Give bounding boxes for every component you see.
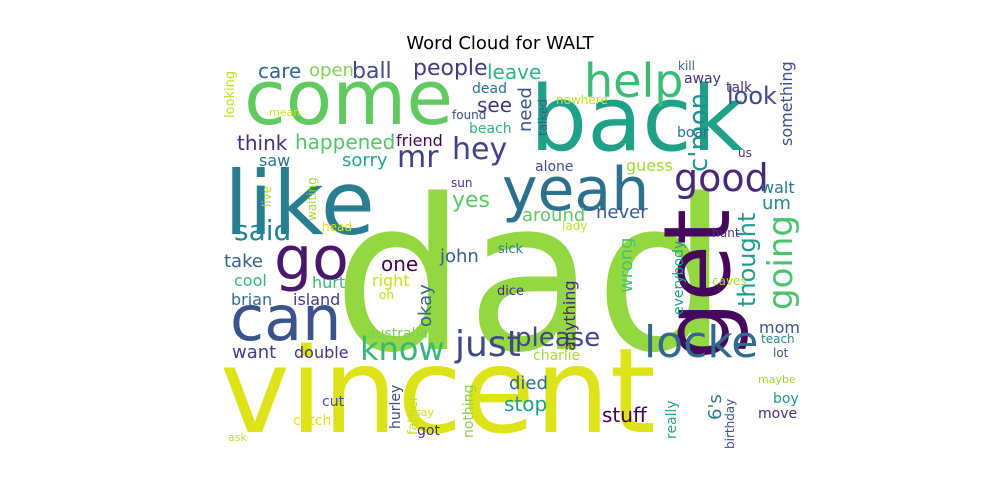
word-really-label: really — [664, 400, 680, 440]
word-sick-label: sick — [498, 242, 524, 257]
word-nowhere-label: nowhere — [556, 93, 608, 107]
word-vincent-label: vincent — [220, 322, 656, 450]
word-help-label: help — [584, 57, 684, 108]
word-say-label: say — [415, 406, 434, 419]
word-stuff-label: stuff — [602, 403, 647, 427]
word-said-label: said — [234, 214, 292, 247]
word-mom-label: mom — [759, 318, 800, 337]
word-live-label: live — [260, 185, 274, 207]
word-yes-label: yes — [452, 188, 491, 213]
word-sorry-label: sorry — [342, 150, 388, 171]
word-talked-label: talked — [536, 98, 550, 136]
word-brian-label: brian — [231, 290, 273, 309]
word-head-label: head — [322, 220, 352, 234]
word-locke-label: locke — [644, 317, 759, 368]
word-mr-label: mr — [397, 140, 439, 175]
word-come-label: come — [244, 57, 454, 142]
word-boar-label: boar — [677, 125, 709, 141]
word-us-label: us — [738, 146, 752, 160]
word-ball-label: ball — [352, 59, 392, 84]
word-leave-label: leave — [487, 60, 542, 84]
word-back-label: back — [530, 67, 744, 172]
word-oh-label: oh — [379, 288, 394, 302]
word-sun-label: sun — [451, 176, 473, 190]
word-friend-label: friend — [396, 131, 443, 150]
word-like-label: like — [224, 152, 375, 255]
word-dice-label: dice — [497, 284, 525, 299]
word-ask-label: ask — [228, 431, 247, 444]
word-care-label: care — [258, 59, 302, 83]
chart-title: Word Cloud for WALT — [406, 33, 594, 54]
word-think-label: think — [237, 131, 288, 155]
word-anything-label: anything — [560, 280, 579, 352]
word-hunt-label: hunt — [712, 226, 740, 240]
word-yeah-label: yeah — [502, 155, 650, 225]
word-lady-label: lady — [562, 219, 588, 233]
word-move-label: move — [758, 406, 798, 422]
word-got-label: got — [417, 423, 440, 439]
word-good-label: good — [674, 156, 769, 200]
word-wrong-label: wrong — [616, 237, 637, 293]
word-dead-label: dead — [472, 81, 507, 97]
word-waiting-label: waiting — [305, 177, 319, 222]
word-away-label: away — [684, 71, 721, 87]
word-people-label: people — [413, 57, 488, 81]
word-just-label: just — [455, 324, 521, 365]
word-one-label: one — [381, 252, 419, 276]
word-see-label: see — [477, 93, 513, 117]
word-found-label: found — [452, 108, 487, 122]
word-never-label: never — [596, 202, 648, 223]
word-please-label: please — [515, 323, 601, 353]
word-hurley-label: hurley — [388, 384, 404, 430]
word-australia-label: australia — [367, 326, 428, 342]
word-saw-label: saw — [259, 151, 291, 170]
word-john-label: john — [440, 246, 479, 267]
word-walt-label: walt — [761, 178, 795, 197]
word-kill-label: kill — [678, 59, 695, 73]
word-maybe-label: maybe — [758, 373, 796, 386]
word-guess-label: guess — [626, 156, 673, 175]
word-talk-label: talk — [726, 80, 753, 96]
word-teach-label: teach — [761, 332, 795, 346]
word-go-label: go — [274, 224, 349, 294]
word-island-label: island — [293, 290, 341, 309]
word-cool-label: cool — [234, 271, 267, 290]
word-beach-label: beach — [469, 121, 512, 137]
word-hurt-label: hurt — [312, 273, 346, 292]
word-mean-label: mean — [269, 106, 301, 119]
word-dad-label: dad — [333, 154, 729, 399]
word-want-label: want — [232, 342, 277, 363]
word-hey-label: hey — [452, 132, 508, 167]
word-open-label: open — [309, 60, 354, 81]
word-stop-label: stop — [504, 392, 548, 416]
word-right-label: right — [372, 271, 410, 290]
word-birthday-label: birthday — [723, 398, 737, 449]
word-okay-label: okay — [415, 283, 436, 327]
word-cut-label: cut — [322, 394, 345, 410]
word-take-label: take — [224, 251, 263, 272]
word-around-label: around — [522, 205, 586, 226]
word-going-label: going — [761, 215, 800, 311]
word-lot-label: lot — [773, 346, 789, 360]
word-cloud: dad vincent come back like yeah get can go help lo… — [212, 57, 800, 450]
word-boy-label: boy — [773, 391, 799, 407]
word-died-label: died — [509, 373, 548, 394]
word-happened-label: happened — [295, 130, 396, 154]
word-can-label: can — [230, 282, 342, 355]
word-looking-label: looking — [223, 71, 238, 119]
word-know-label: know — [360, 330, 445, 368]
word-alone-label: alone — [535, 159, 574, 175]
word-need-label: need — [515, 86, 536, 132]
word-something-label: something — [777, 61, 796, 147]
word-double-label: double — [294, 343, 349, 362]
word-everybody-label: everybody — [671, 240, 687, 316]
word-caves-label: caves — [712, 274, 747, 288]
word-nothing-label: nothing — [461, 384, 477, 438]
word-catch-label: catch — [293, 413, 332, 429]
word-charlie-label: charlie — [533, 348, 581, 364]
word-um-label: um — [762, 193, 791, 214]
word-look-label: look — [727, 82, 777, 110]
